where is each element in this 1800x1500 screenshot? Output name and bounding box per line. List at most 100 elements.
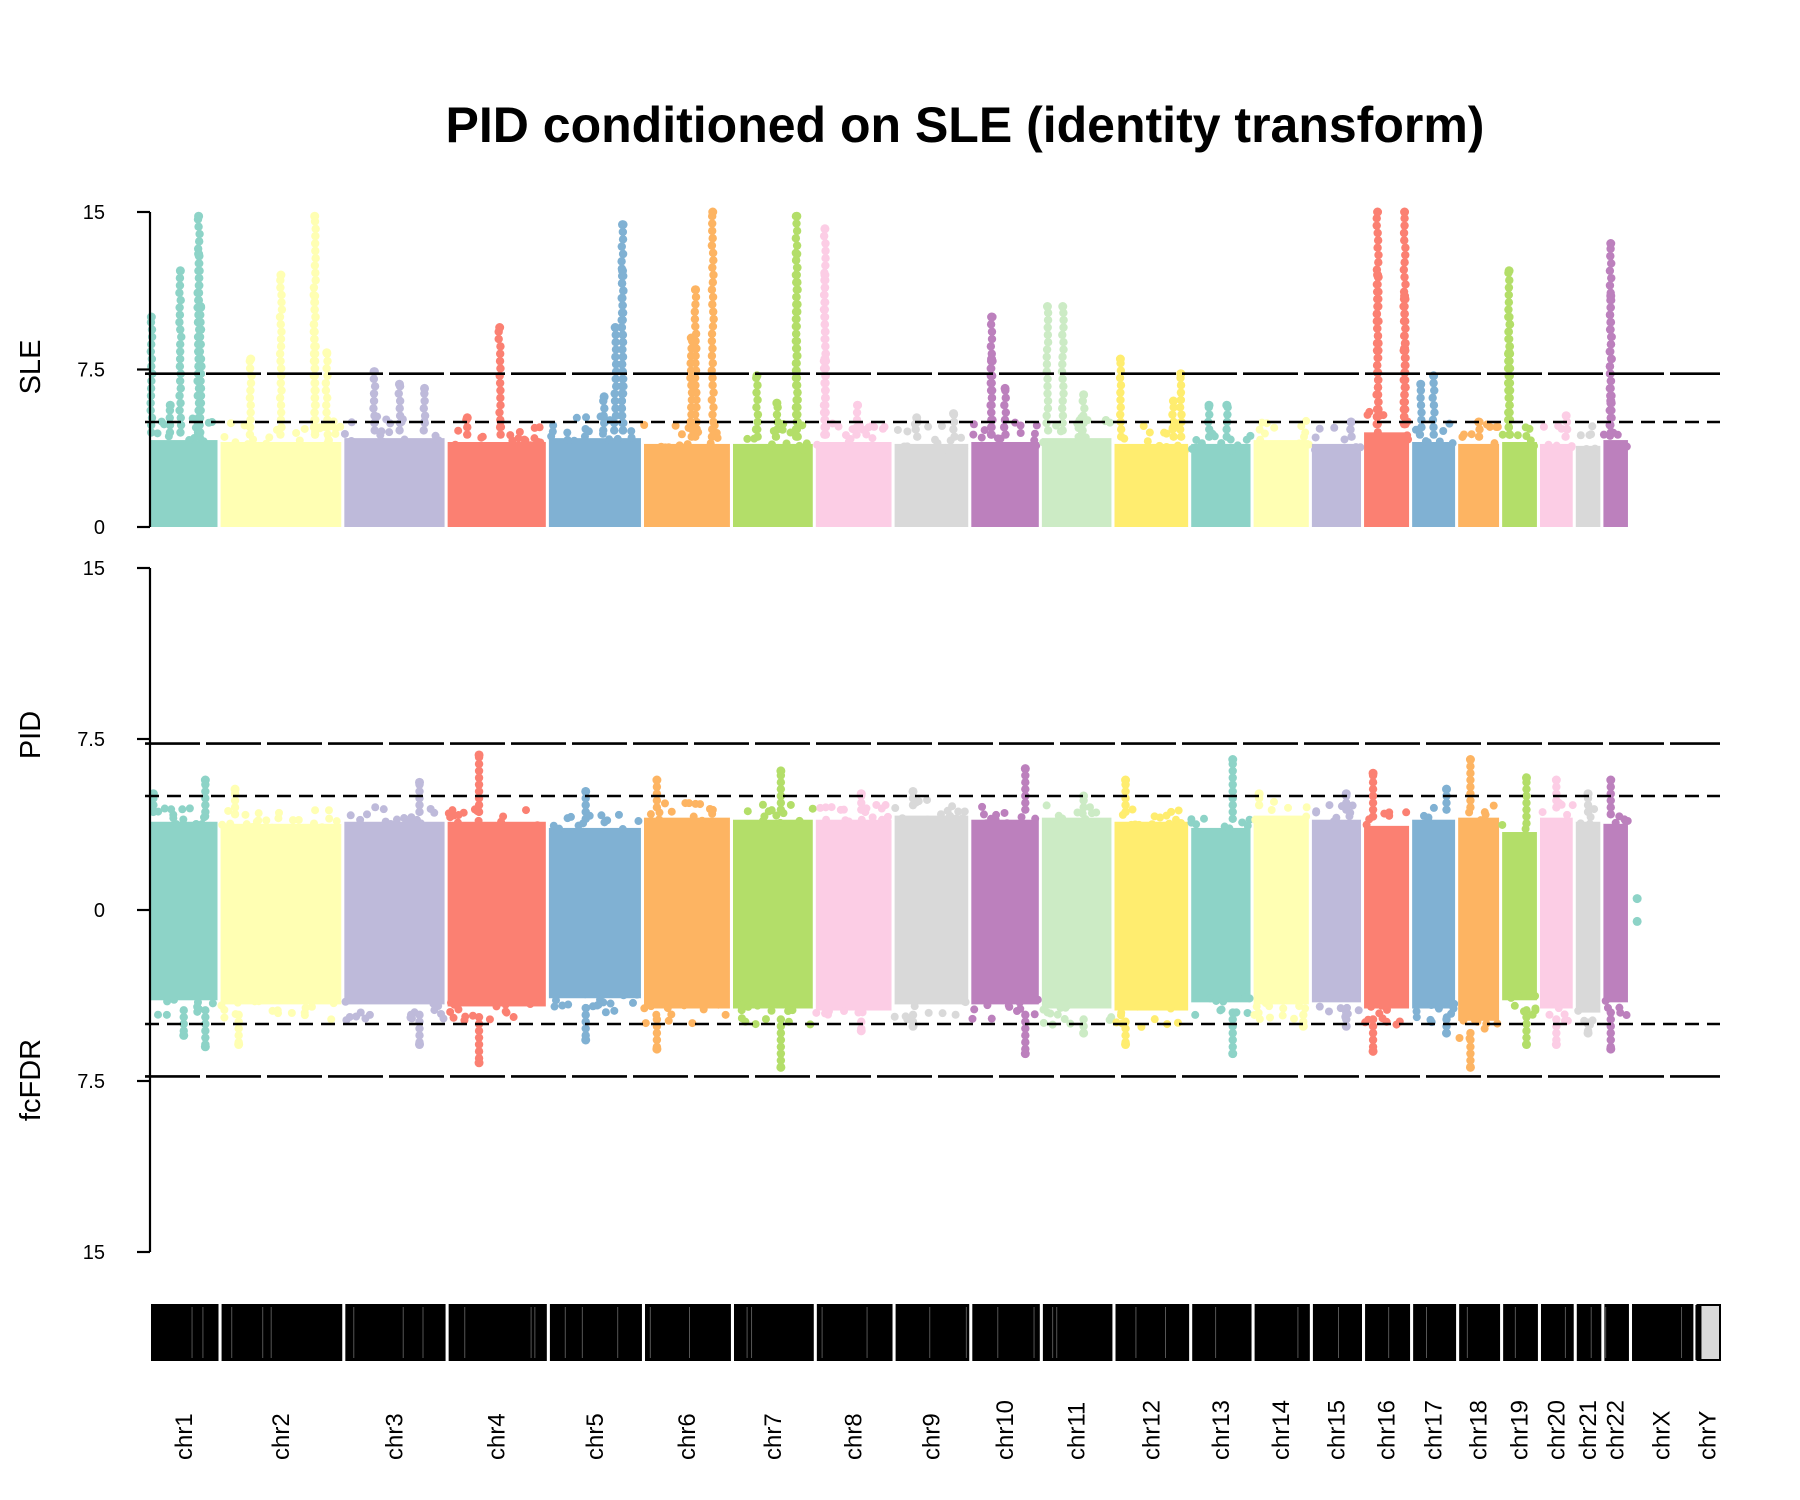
chr2-top-peak-point xyxy=(276,430,285,439)
chr7-bottom-point xyxy=(733,1000,742,1009)
chr2-bottom-point xyxy=(220,1013,229,1022)
chr2-top-peak-point xyxy=(246,415,255,425)
chr12-top-peak-point xyxy=(1177,410,1186,419)
chr14-bottom-point xyxy=(1289,1014,1298,1023)
chr6-top-peak-point xyxy=(686,366,696,375)
chr22-top-point xyxy=(1599,430,1608,439)
chr6-bottom-point xyxy=(641,1019,650,1028)
chr5-bottom-point xyxy=(564,1000,573,1009)
chr12-top-peak-point xyxy=(1176,381,1186,390)
chr2-top-peak-point xyxy=(276,342,286,351)
chr17-top-peak-point xyxy=(1417,408,1426,417)
chr2-top-peak-point xyxy=(277,298,286,307)
chr3-label: chr3 xyxy=(381,1413,408,1460)
chr10-top-peak-point xyxy=(987,334,997,344)
chr6-bottom-extreme-tip xyxy=(652,1044,662,1054)
chr1-top-peak-point xyxy=(175,347,185,356)
chr7-ideogram xyxy=(733,1304,814,1361)
chr20-bottom-point xyxy=(1563,810,1572,819)
chr6-bottom-point xyxy=(647,817,656,826)
chr1-top-peak-point xyxy=(196,398,206,408)
chr2-top-point xyxy=(295,436,304,445)
chr1-top-peak-point xyxy=(175,281,185,290)
chr15-top-peak-point xyxy=(1347,432,1356,441)
chr14-bottom-point xyxy=(1250,1010,1259,1019)
chr7-top-peak-tip xyxy=(792,211,802,221)
chr22-top-peak-tip xyxy=(1606,239,1616,248)
chr7-top-peak-point xyxy=(791,403,801,412)
chr16-top-peak-point xyxy=(1401,250,1410,260)
chr1-top-peak-point xyxy=(147,376,156,386)
chr1-top-peak-point xyxy=(196,391,206,400)
chr7-bottom-extreme-point xyxy=(776,1035,786,1045)
chr3-top-peak-point xyxy=(369,389,379,398)
chr6-bottom-point xyxy=(640,1004,649,1013)
chr1-top-peak-point xyxy=(196,325,206,334)
chr2-bottom-point xyxy=(288,816,297,825)
chr2-label: chr2 xyxy=(268,1413,295,1460)
chr2-top-point xyxy=(226,419,235,428)
chr10-top-peak-point xyxy=(986,342,996,351)
chr1-top-peak-point xyxy=(196,318,205,327)
chr17-label: chr17 xyxy=(1421,1400,1448,1460)
chr6-top-peak-point xyxy=(707,432,717,441)
chr9-top-peak-point xyxy=(950,432,959,441)
chr5-bottom-extreme-point xyxy=(581,800,590,810)
chr4-top-peak-point xyxy=(463,423,472,432)
chr5-bottom-point xyxy=(634,817,643,826)
chr22-top-peak-point xyxy=(1607,273,1616,283)
chr1-bottom-point xyxy=(169,814,178,823)
chr4-bottom-extreme-point xyxy=(474,787,484,796)
chr2-top-block xyxy=(220,441,342,527)
chr5-top-block xyxy=(548,438,641,527)
chr2-bottom-point xyxy=(294,815,303,824)
chr6-top-point xyxy=(671,421,680,430)
chr12-top-peak-point xyxy=(1169,403,1178,412)
chr2-top-peak-point xyxy=(276,408,286,417)
chr2-top-peak-point xyxy=(277,290,286,300)
chr7-bottom-point xyxy=(808,804,817,813)
chr5-bottom-extreme-point xyxy=(581,1010,590,1020)
chr16-top-peak-point xyxy=(1373,236,1383,245)
chr3-bottom-extreme-tip xyxy=(415,1040,425,1050)
y-axis-label-fcfdr: fcFDR xyxy=(15,1039,47,1121)
chr6-bottom-point xyxy=(655,815,664,824)
chr21-ideogram xyxy=(1576,1304,1602,1361)
chr7-top-peak-point xyxy=(792,219,801,228)
chr4-bottom-point xyxy=(461,1012,470,1021)
chr5-top-peak-point xyxy=(611,338,620,347)
chr17-top-peak-point xyxy=(1417,423,1426,432)
chr6-bottom-point xyxy=(696,800,705,809)
chr5-top-peak-point xyxy=(618,374,627,384)
chr11-top-peak-point xyxy=(1058,374,1067,384)
chr14-top-point xyxy=(1256,435,1265,444)
chr8-top-peak-point xyxy=(820,298,830,307)
chr17-bottom-extreme-point xyxy=(1442,805,1451,814)
chr7-top-peak-point xyxy=(792,292,801,302)
chr16-top-peak-point xyxy=(1374,258,1383,267)
chr7-top-peak-point xyxy=(753,381,762,390)
chr3-bottom-extreme-point xyxy=(415,800,424,810)
chr13-bottom-extreme-point xyxy=(1228,1008,1237,1017)
chr10-bottom-point xyxy=(978,802,987,811)
chr11-top-peak-point xyxy=(1059,323,1068,332)
chr12-bottom-block xyxy=(1114,821,1189,1011)
chr13-top-point xyxy=(1197,439,1206,448)
chr3-top-peak-point xyxy=(420,411,430,420)
chr22-bottom-point xyxy=(1611,818,1620,827)
chr4-bottom-extreme-point xyxy=(474,1012,484,1022)
chr8-top-point xyxy=(834,422,843,431)
chr15-top-point xyxy=(1347,445,1356,454)
chr6-bottom-extreme-point xyxy=(652,1028,662,1038)
chr17-top-point xyxy=(1439,426,1448,435)
chr2-top-peak-point xyxy=(276,401,286,410)
chr3-top-peak-tip xyxy=(420,383,430,393)
chr18-bottom-extreme-point xyxy=(1466,782,1475,792)
chr12-bottom-point xyxy=(1131,820,1140,829)
chr12-bottom-point xyxy=(1156,813,1165,822)
chr13-bottom-point xyxy=(1245,815,1254,824)
chr4-bottom-point xyxy=(530,997,539,1006)
chr8-top-block xyxy=(815,441,892,527)
chr4-top-peak-point xyxy=(496,364,505,373)
chr11-top-peak-point xyxy=(1079,411,1088,420)
